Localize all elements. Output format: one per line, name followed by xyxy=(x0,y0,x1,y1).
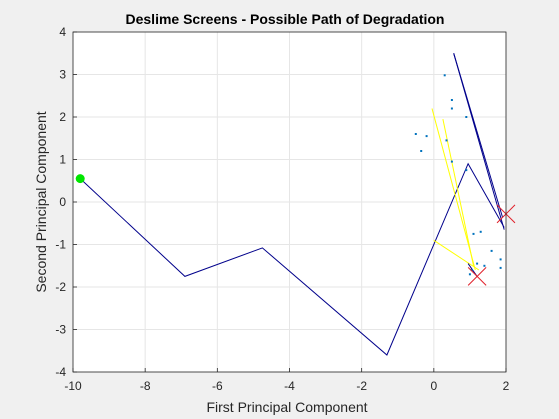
scatter-point xyxy=(414,133,417,135)
scatter-point xyxy=(479,230,482,233)
y-tick-label: 2 xyxy=(59,110,66,124)
x-tick-label: -2 xyxy=(356,379,367,393)
y-tick-label: 0 xyxy=(59,195,66,209)
x-tick-label: -8 xyxy=(140,379,151,393)
end-marker-stroke xyxy=(467,267,487,286)
scatter-point xyxy=(476,262,479,265)
scatter-point xyxy=(490,249,493,252)
scatter-point xyxy=(445,139,448,142)
scatter-point xyxy=(499,266,502,269)
scatter-point xyxy=(465,169,468,172)
y-tick-label: -1 xyxy=(55,238,66,252)
y-tick-label: 1 xyxy=(59,153,66,167)
x-tick-label: 0 xyxy=(430,379,437,393)
chart-title: Deslime Screens - Possible Path of Degra… xyxy=(126,11,445,27)
y-tick-label: -3 xyxy=(55,323,66,337)
scatter-point xyxy=(450,107,453,110)
scatter-point xyxy=(425,135,428,138)
scatter-point xyxy=(472,232,475,235)
scatter-point xyxy=(483,264,486,267)
scatter-point xyxy=(450,160,453,163)
x-tick-label: -10 xyxy=(64,379,82,393)
scatter-point xyxy=(465,116,468,118)
path-line xyxy=(453,53,503,218)
x-axis-label: First Principal Component xyxy=(206,399,367,415)
y-tick-label: 4 xyxy=(59,25,66,39)
y-tick-label: -4 xyxy=(55,365,66,379)
x-tick-label: 2 xyxy=(503,379,510,393)
scatter-point xyxy=(499,258,502,261)
path-line xyxy=(431,108,476,271)
scatter-point xyxy=(470,269,473,271)
path-line xyxy=(442,118,474,266)
x-tick-label: -6 xyxy=(212,379,223,393)
path-line xyxy=(79,162,505,356)
y-tick-label: -2 xyxy=(55,280,66,294)
y-tick-label: 3 xyxy=(59,68,66,82)
start-marker xyxy=(75,174,85,184)
path-line xyxy=(433,239,480,271)
end-marker xyxy=(467,267,487,286)
scatter-point xyxy=(443,74,446,77)
scatter-point xyxy=(450,99,453,101)
scatter-point xyxy=(468,273,471,276)
x-tick-label: -4 xyxy=(284,379,295,393)
scatter-point xyxy=(420,150,423,152)
y-axis-label: Second Principal Component xyxy=(33,111,49,292)
